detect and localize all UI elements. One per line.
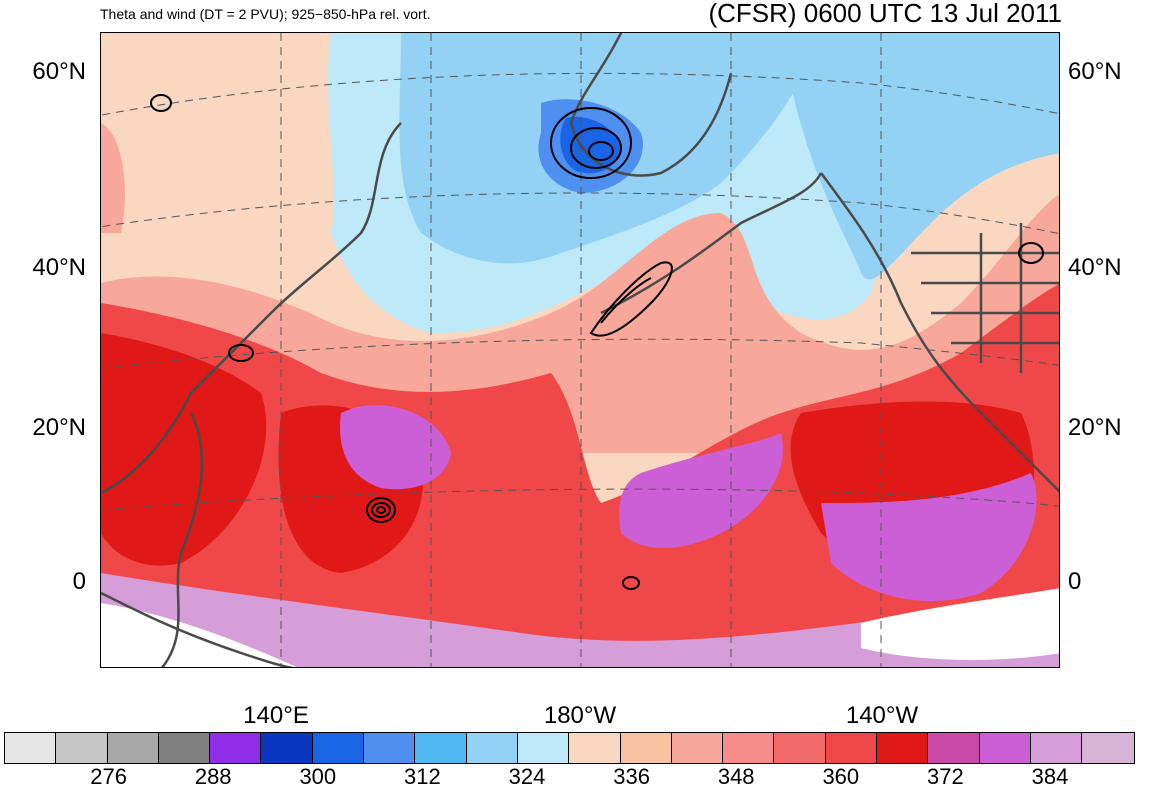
colorbar-swatch [5, 733, 57, 763]
colorbar-tick-label: 288 [194, 764, 232, 789]
alaska-blue [781, 33, 1059, 280]
map-panel [100, 32, 1060, 668]
colorbar-tick-label: 372 [927, 764, 964, 789]
colorbar-swatch [158, 733, 211, 763]
map-subtitle: Theta and wind (DT = 2 PVU); 925−850-hPa… [100, 6, 431, 22]
colorbar-swatch [210, 733, 262, 763]
purple-west-pacific [340, 405, 451, 490]
western-warm-patch [101, 123, 125, 233]
theta-map [101, 33, 1059, 667]
map-title: (CFSR) 0600 UTC 13 Jul 2011 [708, 0, 1062, 28]
lat-label-40n-right: 40°N [1068, 254, 1122, 281]
lat-label-20n-left: 20°N [32, 414, 86, 441]
purple-east-pacific [821, 473, 1037, 602]
colorbar-swatch [517, 733, 570, 763]
no-data-southeast [861, 588, 1059, 660]
lat-label-60n-right: 60°N [1068, 58, 1122, 85]
graticule [101, 33, 1059, 667]
colorbar-swatch [723, 733, 775, 763]
no-data-southwest [101, 603, 297, 667]
colorbar-swatch [364, 733, 416, 763]
colorbar-swatch [415, 733, 467, 763]
lon-label-140w: 140°W [845, 702, 919, 729]
lat-label-60n-left: 60°N [32, 58, 86, 85]
colorbar-tick-label: 276 [90, 764, 127, 789]
colorbar-swatch [877, 733, 929, 763]
colorbar-swatch [312, 733, 365, 763]
colorbar-swatch [825, 733, 878, 763]
lon-label-140e: 140°E [243, 702, 309, 729]
colorbar-tick-label: 300 [299, 764, 337, 789]
colorbar-swatch [620, 733, 672, 763]
colorbar-swatch [56, 733, 108, 763]
colorbar-swatch [928, 733, 980, 763]
lat-label-40n-left: 40°N [32, 254, 86, 281]
colorbar-swatch [261, 733, 313, 763]
purple-central-pacific [619, 433, 783, 548]
colorbar-tick-label: 312 [404, 764, 441, 789]
colorbar-swatch [671, 733, 724, 763]
lon-label-180w: 180°W [543, 702, 617, 729]
colorbar-swatch [107, 733, 159, 763]
colorbar-tick-label: 384 [1031, 764, 1069, 789]
lat-label-20n-right: 20°N [1068, 414, 1122, 441]
colorbar-tick-label: 336 [613, 764, 650, 789]
colorbar [4, 732, 1135, 764]
lat-label-0-left: 0 [72, 568, 86, 595]
colorbar-swatch [1082, 733, 1134, 763]
colorbar-tick-label: 348 [717, 764, 755, 789]
vorticity-contours [150, 94, 1044, 590]
tropical-core-west [101, 333, 267, 566]
colorbar-swatch [569, 733, 621, 763]
lat-label-0-right: 0 [1068, 568, 1082, 595]
colorbar-swatch [466, 733, 518, 763]
colorbar-swatch [979, 733, 1031, 763]
equatorial-band [101, 573, 1059, 667]
colorbar-swatch [774, 733, 826, 763]
colorbar-tick-label: 360 [822, 764, 860, 789]
colorbar-tick-label: 324 [508, 764, 546, 789]
colorbar-swatch [1030, 733, 1083, 763]
coastlines [101, 33, 1059, 667]
